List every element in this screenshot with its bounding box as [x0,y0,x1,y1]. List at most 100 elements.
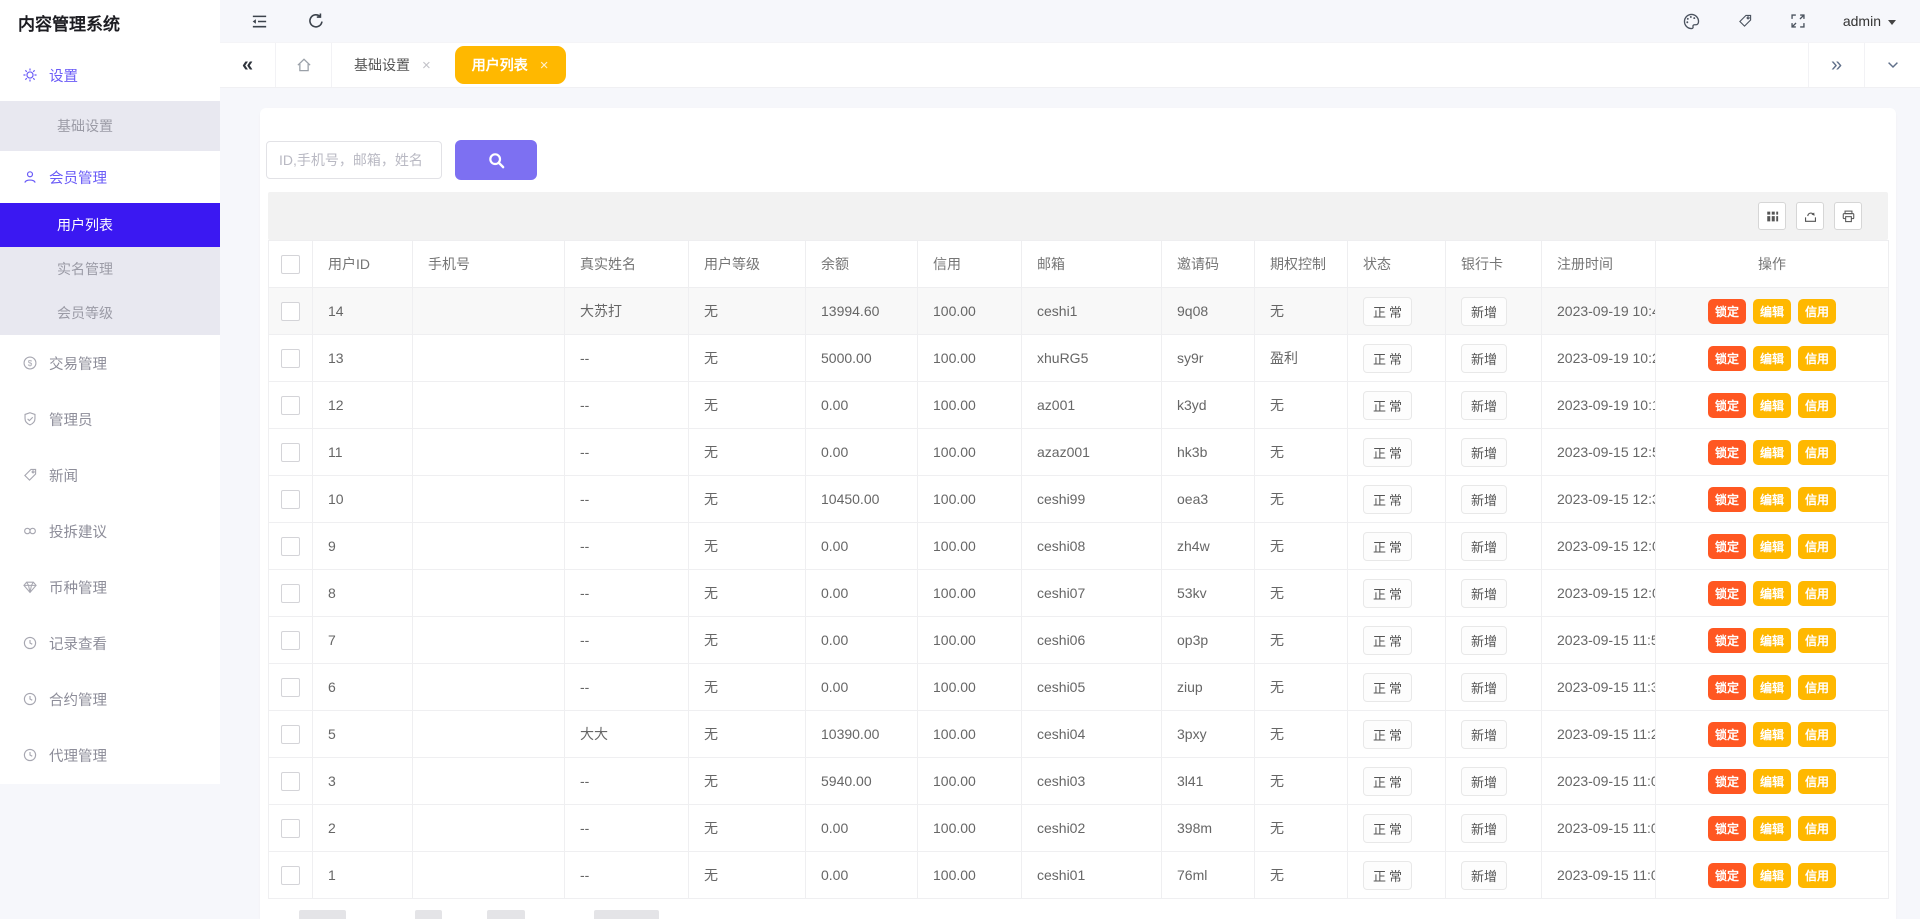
credit-button[interactable]: 信用 [1798,862,1837,888]
sidebar-item-settings[interactable]: 设置 [0,49,220,101]
pagination-button-partial[interactable] [415,910,442,919]
row-checkbox[interactable] [281,348,300,368]
search-button[interactable] [455,140,537,180]
bank-card-add-button[interactable]: 新增 [1461,625,1508,655]
row-checkbox[interactable] [281,489,300,509]
user-menu[interactable]: admin [1843,13,1896,29]
credit-button[interactable]: 信用 [1798,627,1837,653]
lock-button[interactable]: 锁定 [1707,721,1746,747]
lock-button[interactable]: 锁定 [1707,439,1746,465]
lock-button[interactable]: 锁定 [1707,298,1746,324]
print-button[interactable] [1834,202,1862,230]
pagination-button-partial[interactable] [487,910,525,919]
row-checkbox[interactable] [281,677,300,697]
credit-button[interactable]: 信用 [1798,674,1837,700]
edit-button[interactable]: 编辑 [1752,721,1791,747]
edit-button[interactable]: 编辑 [1752,439,1791,465]
edit-button[interactable]: 编辑 [1752,862,1791,888]
credit-button[interactable]: 信用 [1798,486,1837,512]
theme-palette-icon[interactable] [1682,12,1701,31]
sidebar-item-administrator[interactable]: 管理员 [0,391,220,447]
credit-button[interactable]: 信用 [1798,345,1837,371]
row-checkbox[interactable] [281,395,300,415]
edit-button[interactable]: 编辑 [1752,392,1791,418]
lock-button[interactable]: 锁定 [1707,580,1746,606]
edit-button[interactable]: 编辑 [1752,533,1791,559]
credit-button[interactable]: 信用 [1798,298,1837,324]
credit-button[interactable]: 信用 [1798,392,1837,418]
row-checkbox[interactable] [281,865,300,885]
sidebar-item-real-name-management[interactable]: 实名管理 [57,261,113,277]
credit-button[interactable]: 信用 [1798,439,1837,465]
edit-button[interactable]: 编辑 [1752,627,1791,653]
edit-button[interactable]: 编辑 [1752,815,1791,841]
credit-button[interactable]: 信用 [1798,768,1837,794]
sidebar-item-member-level[interactable]: 会员等级 [57,305,113,321]
edit-button[interactable]: 编辑 [1752,486,1791,512]
bank-card-add-button[interactable]: 新增 [1461,860,1508,890]
edit-button[interactable]: 编辑 [1752,345,1791,371]
select-all-checkbox[interactable] [281,254,300,274]
edit-button[interactable]: 编辑 [1752,674,1791,700]
pagination-button-partial[interactable] [594,910,659,919]
bank-card-add-button[interactable]: 新增 [1461,390,1508,420]
edit-button[interactable]: 编辑 [1752,298,1791,324]
tabs-scroll-left-button[interactable]: « [220,43,276,87]
credit-button[interactable]: 信用 [1798,580,1837,606]
tabs-dropdown-button[interactable] [1864,43,1920,87]
lock-button[interactable]: 锁定 [1707,627,1746,653]
row-checkbox[interactable] [281,818,300,838]
row-checkbox[interactable] [281,724,300,744]
close-icon[interactable]: × [422,56,431,74]
filter-columns-button[interactable] [1758,202,1786,230]
row-checkbox[interactable] [281,301,300,321]
row-checkbox[interactable] [281,771,300,791]
credit-button[interactable]: 信用 [1798,721,1837,747]
lock-button[interactable]: 锁定 [1707,862,1746,888]
lock-button[interactable]: 锁定 [1707,768,1746,794]
refresh-icon[interactable] [307,12,325,30]
sidebar-item-member-management[interactable]: 会员管理 [0,151,220,203]
sidebar-item-currency-management[interactable]: 币种管理 [0,559,220,615]
bank-card-add-button[interactable]: 新增 [1461,437,1508,467]
close-icon[interactable]: × [539,56,549,74]
export-button[interactable] [1796,202,1824,230]
collapse-menu-icon[interactable] [250,12,269,31]
credit-button[interactable]: 信用 [1798,533,1837,559]
sidebar-item-feedback[interactable]: 投拆建议 [0,503,220,559]
home-tab[interactable] [276,43,332,87]
pagination-button-partial[interactable] [299,910,346,919]
lock-button[interactable]: 锁定 [1707,392,1746,418]
tab-user-list[interactable]: 用户列表 × [454,46,566,84]
sidebar-item-transaction-management[interactable]: $ 交易管理 [0,335,220,391]
bank-card-add-button[interactable]: 新增 [1461,719,1508,749]
lock-button[interactable]: 锁定 [1707,486,1746,512]
bank-card-add-button[interactable]: 新增 [1461,484,1508,514]
sidebar-item-agent-management[interactable]: 代理管理 [0,727,220,783]
sidebar-item-record-view[interactable]: 记录查看 [0,615,220,671]
tag-icon[interactable] [1737,13,1753,29]
bank-card-add-button[interactable]: 新增 [1461,766,1508,796]
tabs-scroll-right-button[interactable]: » [1808,43,1864,87]
sidebar-item-basic-settings[interactable]: 基础设置 [57,118,113,134]
sidebar-item-news[interactable]: 新闻 [0,447,220,503]
bank-card-add-button[interactable]: 新增 [1461,531,1508,561]
row-checkbox[interactable] [281,630,300,650]
edit-button[interactable]: 编辑 [1752,768,1791,794]
lock-button[interactable]: 锁定 [1707,674,1746,700]
fullscreen-icon[interactable] [1789,12,1807,30]
bank-card-add-button[interactable]: 新增 [1461,296,1508,326]
bank-card-add-button[interactable]: 新增 [1461,578,1508,608]
bank-card-add-button[interactable]: 新增 [1461,813,1508,843]
sidebar-item-contract-management[interactable]: 合约管理 [0,671,220,727]
lock-button[interactable]: 锁定 [1707,815,1746,841]
lock-button[interactable]: 锁定 [1707,533,1746,559]
lock-button[interactable]: 锁定 [1707,345,1746,371]
sidebar-item-user-list[interactable]: 用户列表 [0,203,220,247]
bank-card-add-button[interactable]: 新增 [1461,672,1508,702]
row-checkbox[interactable] [281,536,300,556]
bank-card-add-button[interactable]: 新增 [1461,343,1508,373]
row-checkbox[interactable] [281,442,300,462]
credit-button[interactable]: 信用 [1798,815,1837,841]
search-input[interactable] [266,141,442,179]
